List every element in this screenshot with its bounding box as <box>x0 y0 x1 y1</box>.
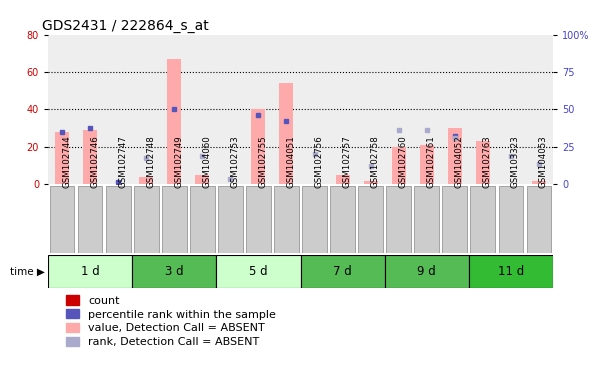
Bar <box>83 130 97 184</box>
Bar <box>386 186 411 253</box>
Bar <box>216 255 300 288</box>
Text: GDS2431 / 222864_s_at: GDS2431 / 222864_s_at <box>42 19 209 33</box>
Bar <box>330 186 355 253</box>
Text: 3 d: 3 d <box>165 265 183 278</box>
Text: GSM104053: GSM104053 <box>539 136 548 188</box>
Bar <box>364 180 377 184</box>
Bar <box>414 186 439 253</box>
Text: GSM104060: GSM104060 <box>203 136 212 188</box>
Bar <box>274 186 299 253</box>
Bar <box>471 186 495 253</box>
Bar <box>195 175 209 184</box>
Text: GSM103323: GSM103323 <box>511 136 520 188</box>
Text: 11 d: 11 d <box>498 265 524 278</box>
Text: GSM102748: GSM102748 <box>146 136 155 188</box>
Bar <box>469 255 553 288</box>
Text: time ▶: time ▶ <box>10 266 45 277</box>
Text: GSM102760: GSM102760 <box>398 136 407 188</box>
Text: 9 d: 9 d <box>417 265 436 278</box>
Bar <box>167 59 182 184</box>
Text: GSM102744: GSM102744 <box>62 136 71 188</box>
Bar <box>134 186 159 253</box>
Bar <box>335 175 350 184</box>
Bar <box>358 186 383 253</box>
Bar <box>251 109 266 184</box>
Text: GSM102758: GSM102758 <box>371 136 380 188</box>
Text: GSM102763: GSM102763 <box>483 136 492 188</box>
Bar <box>78 186 103 253</box>
Bar <box>385 255 469 288</box>
Text: GSM102747: GSM102747 <box>118 136 127 188</box>
Bar <box>419 145 434 184</box>
Text: GSM102746: GSM102746 <box>90 136 99 188</box>
Bar <box>279 83 293 184</box>
Text: GSM102753: GSM102753 <box>230 136 239 188</box>
Bar <box>498 186 523 253</box>
Bar <box>302 186 327 253</box>
Bar <box>392 147 406 184</box>
Bar <box>48 255 132 288</box>
Bar <box>132 255 216 288</box>
Legend: count, percentile rank within the sample, value, Detection Call = ABSENT, rank, : count, percentile rank within the sample… <box>66 295 276 347</box>
Text: 5 d: 5 d <box>249 265 267 278</box>
Text: GSM104052: GSM104052 <box>455 136 464 188</box>
Bar <box>532 180 546 184</box>
Bar <box>476 141 490 184</box>
Bar <box>106 186 130 253</box>
Text: GSM102749: GSM102749 <box>174 136 183 188</box>
Bar <box>526 186 551 253</box>
Bar <box>218 186 243 253</box>
Bar <box>55 132 69 184</box>
Text: GSM102756: GSM102756 <box>314 136 323 188</box>
Bar <box>448 128 462 184</box>
Bar <box>139 177 153 184</box>
Bar <box>50 186 75 253</box>
Bar <box>190 186 215 253</box>
Bar <box>246 186 271 253</box>
Bar <box>300 255 385 288</box>
Text: GSM102757: GSM102757 <box>343 136 352 188</box>
Text: GSM104051: GSM104051 <box>287 136 296 188</box>
Text: GSM102755: GSM102755 <box>258 136 267 188</box>
Bar <box>162 186 187 253</box>
Text: 7 d: 7 d <box>333 265 352 278</box>
Text: GSM102761: GSM102761 <box>427 136 436 188</box>
Bar <box>442 186 467 253</box>
Text: 1 d: 1 d <box>81 265 100 278</box>
